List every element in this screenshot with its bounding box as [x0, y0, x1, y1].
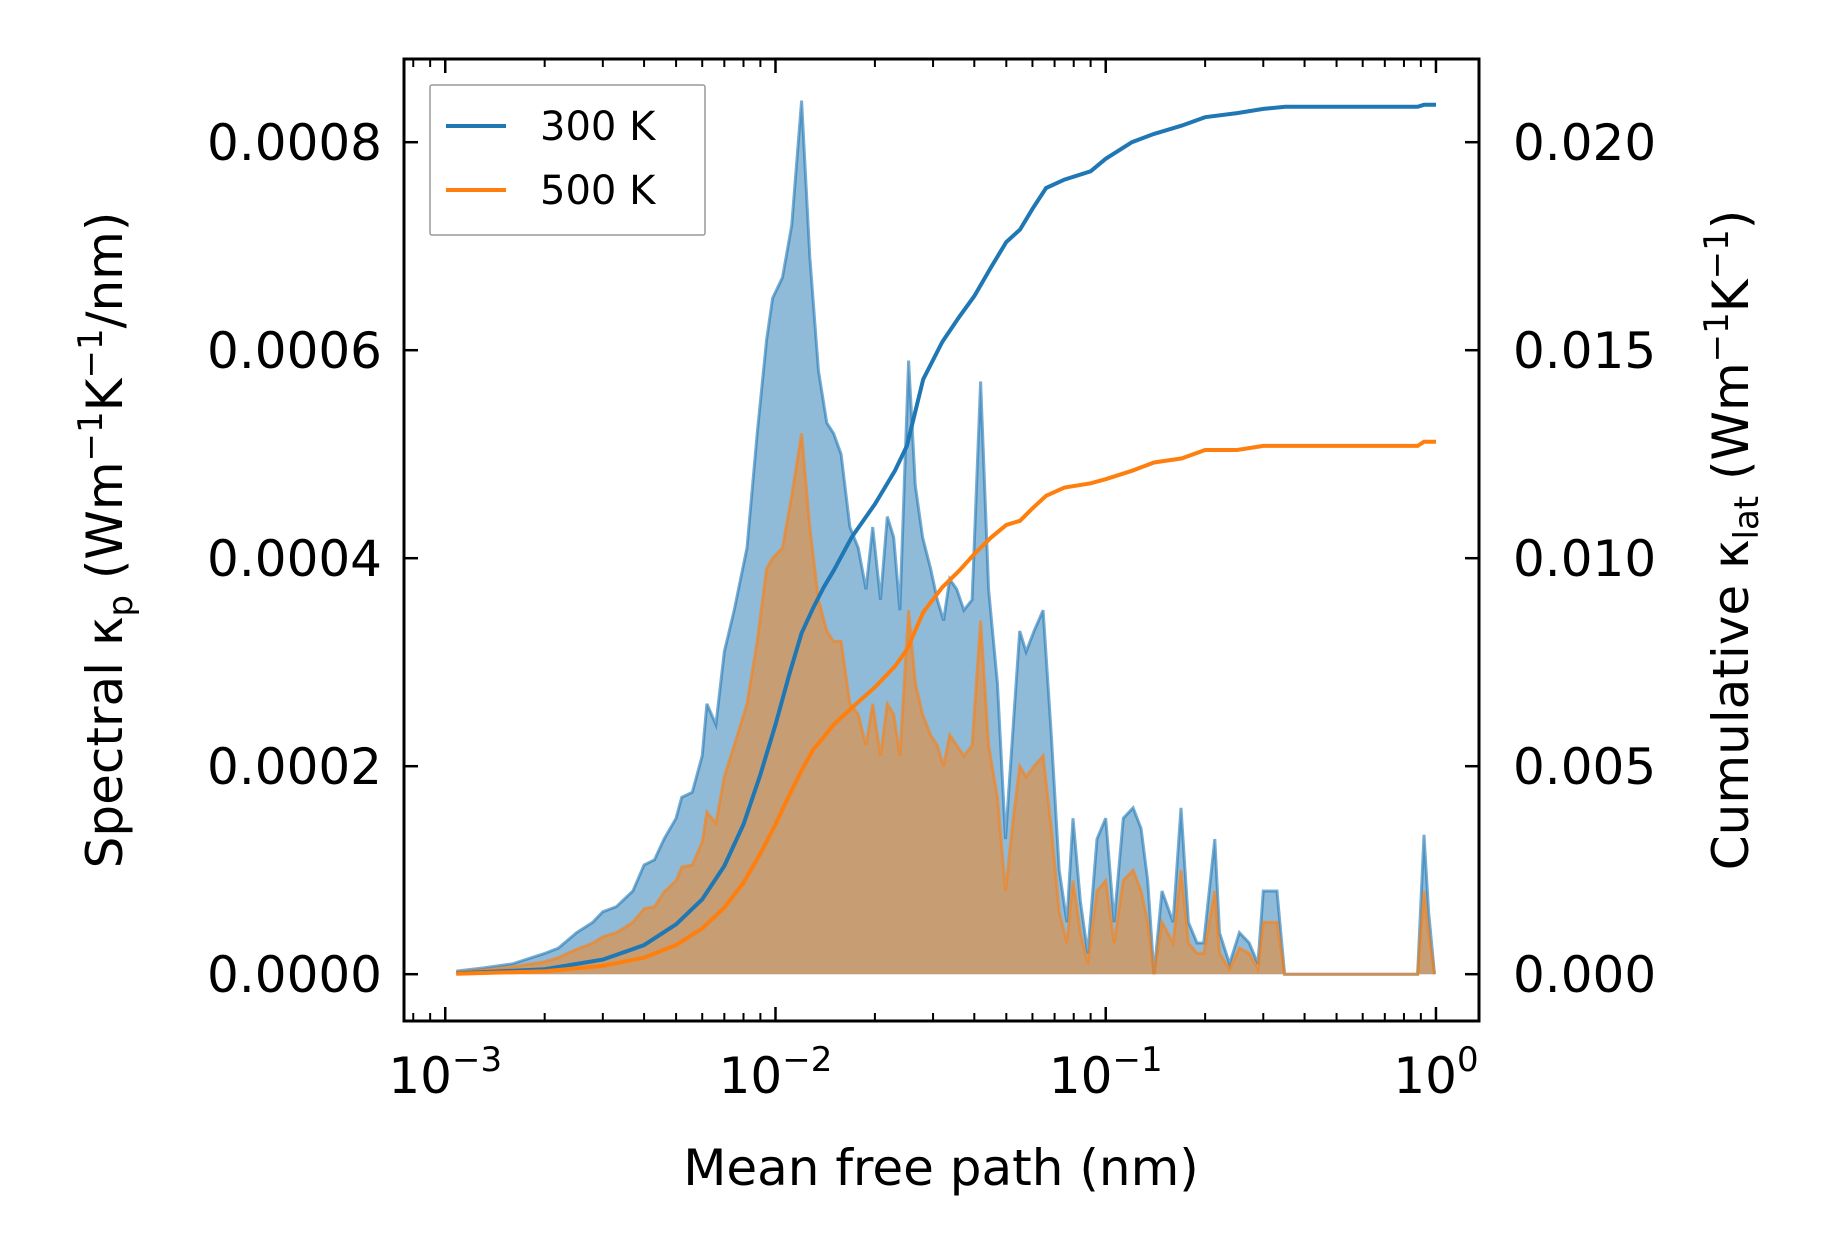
y-tick-label-left: 0.0006	[207, 322, 382, 380]
legend-label-300k: 300 K	[540, 104, 657, 150]
legend-label-500k: 500 K	[540, 168, 657, 214]
x-tick-label: 10−3	[388, 1040, 502, 1105]
legend-box	[429, 84, 706, 236]
y-tick-label-left: 0.0008	[207, 114, 382, 172]
y-axis-label-left: Spectral κp (Wm−1K−1/nm)	[71, 212, 141, 869]
cumulative-line-300k	[456, 102, 1436, 976]
spectral-area-500k	[456, 433, 1435, 975]
spectral-line-500k	[456, 433, 1436, 976]
y-tick-label-right: 0.015	[1513, 322, 1656, 380]
ticks: 10−3 10−2 10−1 100 0.0000 0.0002 0.0004 0.0006 0…	[207, 59, 1656, 1105]
y-tick-label-right: 0.005	[1513, 738, 1656, 796]
y-axis-label-right: Cumulative κlat (Wm−1K−1)	[1697, 210, 1767, 870]
axes-frame	[402, 57, 1481, 1023]
x-axis-label: Mean free path (nm)	[683, 1139, 1199, 1197]
legend: 300 K 500 K	[429, 84, 706, 236]
y-tick-label-right: 0.020	[1513, 114, 1656, 172]
spectral-line-300k	[456, 100, 1436, 976]
x-tick-label: 100	[1393, 1040, 1478, 1105]
y-tick-label-right: 0.000	[1513, 946, 1656, 1004]
y-tick-label-left: 0.0002	[207, 738, 382, 796]
x-tick-label: 10−2	[719, 1040, 833, 1105]
y-tick-label-right: 0.010	[1513, 530, 1656, 588]
plot-marks	[456, 100, 1436, 976]
y-tick-label-left: 0.0000	[207, 946, 382, 1004]
x-tick-label: 10−1	[1049, 1040, 1163, 1105]
y-tick-label-left: 0.0004	[207, 530, 382, 588]
cumulative-line-500k	[456, 439, 1436, 976]
